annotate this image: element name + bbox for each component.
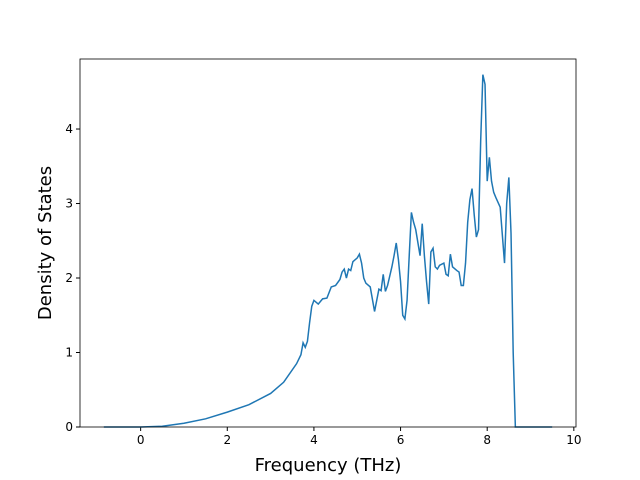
y-tick-label: 4 [65,122,73,136]
x-tick-label: 6 [397,433,405,447]
x-axis-label: Frequency (THz) [255,455,402,476]
data-line [103,74,553,428]
x-tick-label: 2 [223,433,231,447]
y-tick-label: 0 [65,420,73,434]
x-tick-label: 0 [137,433,145,447]
y-tick-label: 1 [65,346,73,360]
plot-frame [79,58,577,428]
y-tick-label: 3 [65,197,73,211]
y-tick-label: 2 [65,271,73,285]
x-tick-label: 8 [483,433,491,447]
x-tick-label: 10 [566,433,581,447]
y-axis-label: Density of States [35,166,56,320]
x-tick-label: 4 [310,433,318,447]
